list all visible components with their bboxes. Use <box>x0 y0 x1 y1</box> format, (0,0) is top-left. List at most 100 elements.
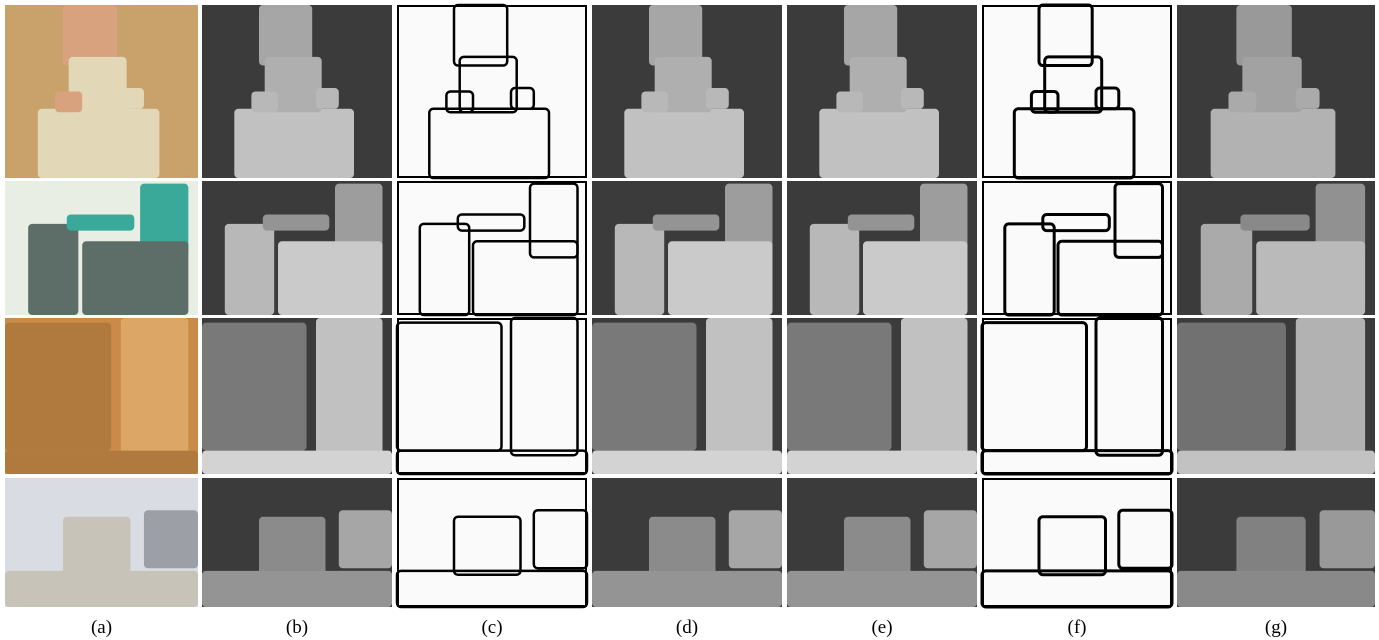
panel <box>787 5 977 178</box>
panel <box>1177 478 1375 607</box>
panel <box>5 181 198 315</box>
depth-region <box>624 109 744 178</box>
panel <box>397 318 587 474</box>
figure: (a) (b) (c) (d) (e) (f) (g) <box>0 0 1379 640</box>
panel-label: (g) <box>1265 617 1287 638</box>
panel-background <box>397 181 587 315</box>
panel-label: (d) <box>676 617 698 638</box>
panel <box>397 478 587 607</box>
panel <box>397 181 587 315</box>
depth-region <box>848 215 915 231</box>
depth-region <box>901 88 924 109</box>
depth-region <box>316 318 383 455</box>
panel <box>202 181 392 315</box>
depth-region <box>259 5 312 66</box>
depth-region <box>202 451 392 474</box>
depth-region <box>810 224 859 315</box>
photo-region <box>5 323 111 451</box>
depth-region <box>1256 241 1365 315</box>
depth-region <box>1228 92 1256 113</box>
depth-region <box>316 88 339 109</box>
photo-region <box>67 215 135 231</box>
panel <box>592 318 782 474</box>
panel <box>592 5 782 178</box>
panel <box>202 318 392 474</box>
photo-region <box>55 92 82 113</box>
depth-region <box>202 571 392 607</box>
depth-region <box>592 451 782 474</box>
depth-region <box>844 517 911 575</box>
photo-region <box>82 241 188 315</box>
depth-region <box>787 451 977 474</box>
depth-region <box>836 92 863 113</box>
photo-region <box>63 517 131 575</box>
panel <box>202 5 392 178</box>
panel <box>1177 318 1375 474</box>
depth-region <box>787 323 892 451</box>
panel-background <box>397 478 587 607</box>
panel-label: (a) <box>91 617 112 638</box>
panel <box>787 181 977 315</box>
depth-region <box>251 92 278 113</box>
depth-region <box>1177 571 1375 607</box>
panel <box>202 478 392 607</box>
panel <box>5 318 198 474</box>
depth-region <box>1296 318 1365 455</box>
depth-region <box>234 109 354 178</box>
photo-region <box>121 88 144 109</box>
panel-background <box>982 5 1172 178</box>
depth-region <box>278 241 383 315</box>
panel <box>1177 5 1375 178</box>
panel <box>982 318 1172 474</box>
depth-region <box>263 215 330 231</box>
depth-region <box>1201 224 1252 315</box>
photo-region <box>121 318 189 455</box>
panel <box>1177 181 1375 315</box>
depth-region <box>202 323 307 451</box>
depth-region <box>259 517 326 575</box>
panel-background <box>982 478 1172 607</box>
depth-region <box>1240 215 1309 231</box>
panel-background <box>397 5 587 178</box>
panel <box>982 5 1172 178</box>
panel-label: (e) <box>871 617 892 638</box>
depth-region <box>1177 323 1286 451</box>
depth-region <box>1211 109 1336 178</box>
panel-label: (f) <box>1068 617 1087 638</box>
photo-region <box>63 5 117 66</box>
depth-region <box>924 510 977 568</box>
panel-background <box>982 181 1172 315</box>
panel <box>982 181 1172 315</box>
depth-region <box>649 5 702 66</box>
panel <box>397 5 587 178</box>
depth-region <box>863 241 968 315</box>
depth-region <box>706 88 729 109</box>
panel-label: (c) <box>481 617 502 638</box>
depth-region <box>819 109 939 178</box>
depth-region <box>339 510 392 568</box>
photo-region <box>38 109 160 178</box>
depth-region <box>1236 517 1305 575</box>
depth-region <box>706 318 773 455</box>
depth-region <box>592 323 697 451</box>
depth-region <box>787 571 977 607</box>
panel-label: (b) <box>286 617 308 638</box>
depth-region <box>649 517 716 575</box>
panel <box>787 478 977 607</box>
depth-region <box>1296 88 1320 109</box>
depth-region <box>653 215 720 231</box>
depth-region <box>641 92 668 113</box>
photo-region <box>28 224 78 315</box>
depth-region <box>729 510 782 568</box>
depth-region <box>901 318 968 455</box>
panel <box>982 478 1172 607</box>
panel <box>592 478 782 607</box>
depth-region <box>615 224 664 315</box>
depth-region <box>844 5 897 66</box>
depth-region <box>1236 5 1291 66</box>
photo-region <box>5 571 198 607</box>
depth-region <box>225 224 274 315</box>
depth-region <box>1320 510 1375 568</box>
panel <box>592 181 782 315</box>
panel <box>5 478 198 607</box>
